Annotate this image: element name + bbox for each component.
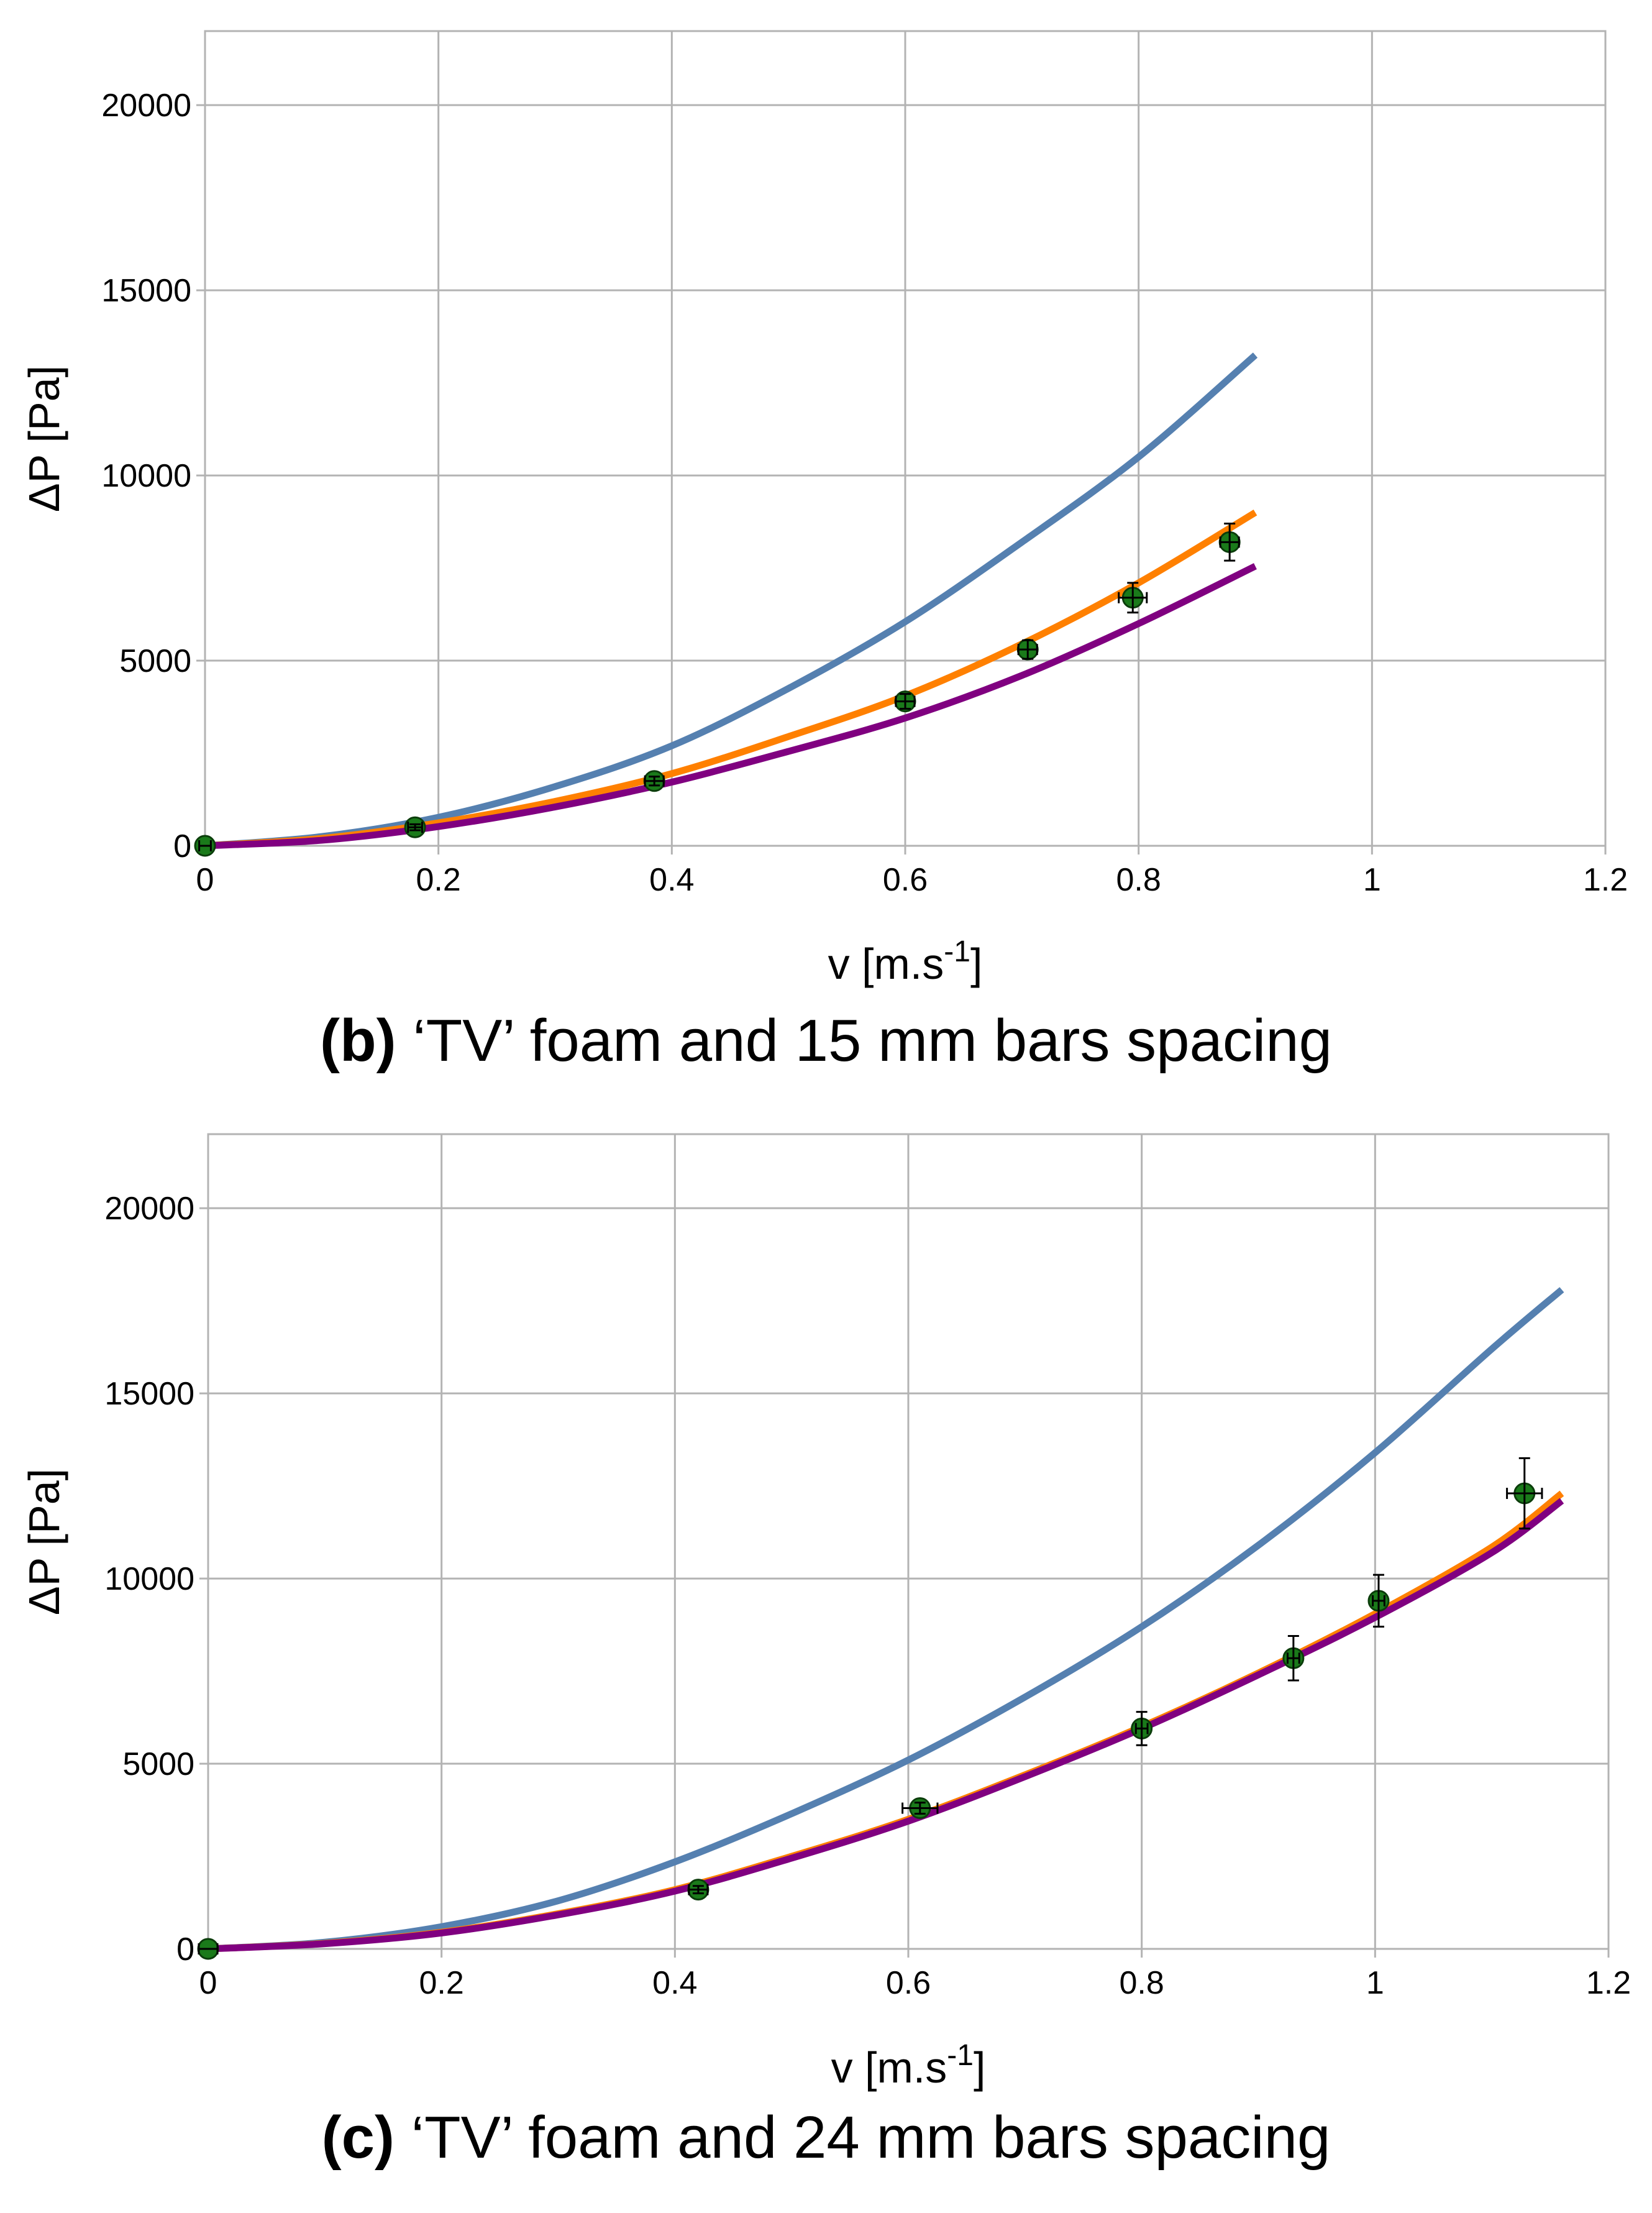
model-orange-curve <box>204 509 1257 850</box>
x-tick-label: 0.2 <box>419 1965 464 2001</box>
y-tick-label: 15000 <box>101 273 191 309</box>
chart-panel-c: 0 0.2 0.4 0.6 0.8 1 1.2 0 5000 10000 15000 20000 ΔP… <box>20 1133 1631 2092</box>
x-tick-label: 1.2 <box>1583 862 1628 898</box>
figure-panel-b: 0 0.2 0.4 0.6 0.8 1 1.2 0 5000 10000 15000 20000 ΔP… <box>0 0 1652 1106</box>
model-purple-curve <box>204 563 1257 850</box>
caption-panel-c: (c) ‘TV’ foam and 24 mm bars spacing <box>0 2104 1652 2172</box>
data-point <box>1506 1457 1543 1530</box>
data-point <box>194 835 216 857</box>
y-tick-label: 10000 <box>104 1561 194 1597</box>
data-point <box>1016 638 1039 661</box>
y-axis-title: ΔP [Pa] <box>20 1468 68 1615</box>
x-tick-label: 0 <box>199 1965 217 2001</box>
x-tick-label: 1.2 <box>1586 1965 1631 2001</box>
data-point <box>1367 1574 1390 1628</box>
y-tick-label: 5000 <box>119 643 191 679</box>
x-tick-label: 0.4 <box>649 862 694 898</box>
x-tick-label: 0.8 <box>1120 1965 1164 2001</box>
data-point <box>894 690 916 713</box>
data-point <box>1131 1711 1153 1746</box>
data-point <box>1218 523 1241 562</box>
data-point <box>687 1879 710 1901</box>
x-tick-label: 1 <box>1363 862 1381 898</box>
caption-panel-b: (b) ‘TV’ foam and 15 mm bars spacing <box>0 1007 1652 1075</box>
y-tick-label: 0 <box>173 828 191 864</box>
model-orange-curve <box>208 1490 1564 1953</box>
data-point <box>197 1938 219 1960</box>
caption-text: ‘TV’ foam and 15 mm bars spacing <box>396 1007 1332 1074</box>
x-tick-label: 0.6 <box>886 1965 931 2001</box>
caption-label: (b) <box>320 1007 396 1074</box>
x-tick-label: 0.8 <box>1116 862 1161 898</box>
caption-text: ‘TV’ foam and 24 mm bars spacing <box>394 2104 1331 2171</box>
model-blue-curve <box>204 352 1258 850</box>
y-tick-label: 15000 <box>104 1376 194 1412</box>
x-tick-label: 0.4 <box>652 1965 697 2001</box>
caption-label: (c) <box>321 2104 395 2171</box>
y-tick-label: 0 <box>176 1931 194 1968</box>
model-purple-curve <box>208 1498 1564 1953</box>
x-tick-label: 1 <box>1366 1965 1384 2001</box>
x-axis-title: v [m.s-1] <box>828 935 983 988</box>
x-tick-label: 0.6 <box>883 862 928 898</box>
figure-panel-c: 0 0.2 0.4 0.6 0.8 1 1.2 0 5000 10000 15000 20000 ΔP… <box>0 1106 1652 2213</box>
y-tick-label: 10000 <box>101 458 191 494</box>
chart-panel-b: 0 0.2 0.4 0.6 0.8 1 1.2 0 5000 10000 15000 20000 ΔP… <box>20 30 1628 988</box>
data-point <box>404 816 426 838</box>
y-tick-label: 5000 <box>122 1746 194 1782</box>
data-point <box>1282 1634 1305 1682</box>
y-tick-label: 20000 <box>101 88 191 124</box>
data-point <box>1118 582 1148 614</box>
y-tick-label: 20000 <box>104 1191 194 1227</box>
data-point <box>901 1797 939 1820</box>
y-axis-title: ΔP [Pa] <box>20 365 68 512</box>
model-blue-curve <box>208 1287 1564 1953</box>
data-point <box>643 770 665 792</box>
x-tick-label: 0 <box>196 862 214 898</box>
x-tick-label: 0.2 <box>416 862 461 898</box>
x-axis-title: v [m.s-1] <box>831 2039 986 2092</box>
